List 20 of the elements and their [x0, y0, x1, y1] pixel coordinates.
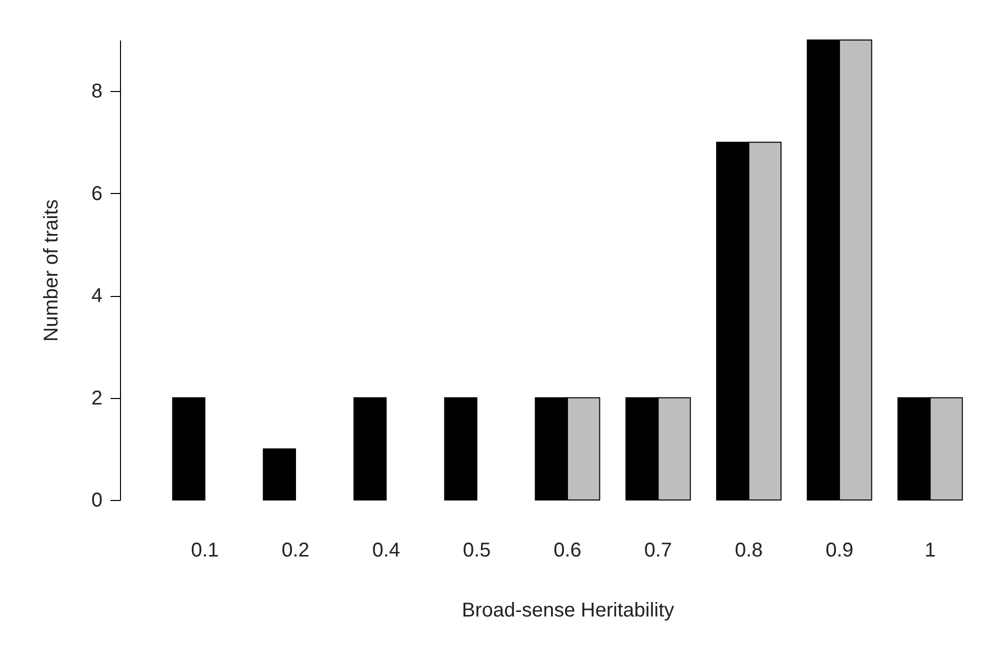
- x-tick-label: 0.1: [190, 540, 219, 562]
- x-tick-label: 0.2: [282, 540, 310, 562]
- y-tick-label: 2: [91, 387, 102, 410]
- y-tick-label: 4: [91, 285, 102, 308]
- bar: [172, 397, 206, 500]
- y-tick-label: 6: [91, 182, 102, 205]
- x-tick-label: 0.9: [826, 540, 854, 562]
- y-tick-label: 8: [91, 80, 102, 103]
- bar: [262, 448, 296, 500]
- y-tick-label: 0: [91, 490, 102, 512]
- x-tick-label: 1: [924, 540, 936, 562]
- x-tick-label: 0.5: [462, 540, 491, 562]
- x-tick-label: 0.8: [734, 540, 763, 562]
- x-tick-label: 0.4: [372, 540, 400, 562]
- x-axis-title: Broad-sense Heritability: [462, 600, 674, 622]
- y-axis-title: Number of traits: [40, 199, 62, 342]
- x-tick-label: 0.6: [554, 540, 582, 562]
- bar: [444, 397, 478, 500]
- bar: [353, 397, 387, 500]
- x-tick-label: 0.7: [644, 540, 672, 562]
